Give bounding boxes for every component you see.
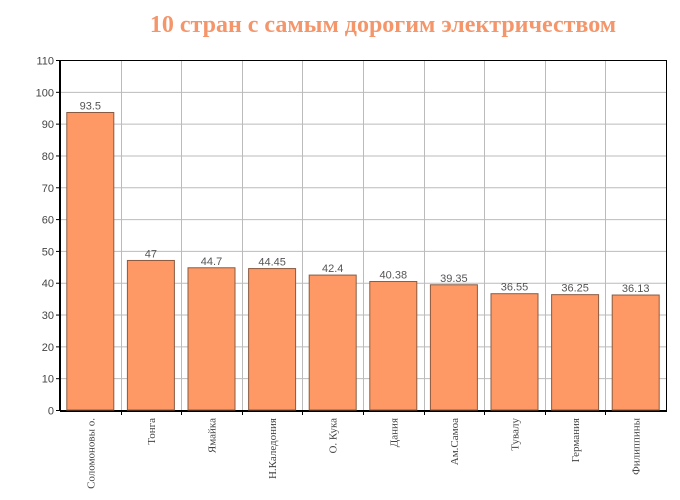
y-tick-label: 0: [48, 406, 54, 418]
data-label: 42.4: [322, 263, 343, 275]
category-label: Тувалу: [510, 418, 522, 451]
y-tick-label: 60: [42, 215, 54, 227]
data-label: 39.35: [440, 273, 468, 285]
bar: [248, 268, 297, 411]
bar: [551, 294, 600, 411]
category-label: Дания: [388, 418, 400, 447]
y-tick-label: 110: [36, 56, 54, 68]
category-label: Ямайка: [207, 418, 219, 453]
category-label: Германия: [570, 418, 582, 462]
y-tick-label: 70: [42, 183, 54, 195]
data-label: 36.13: [622, 283, 650, 295]
category-label: Ам.Самоа: [449, 418, 461, 465]
y-tick-label: 10: [42, 374, 54, 386]
data-label: 47: [145, 248, 157, 260]
bar: [126, 259, 175, 411]
data-label: 40.38: [380, 270, 408, 282]
category-label: О. Кука: [328, 418, 340, 454]
bar: [490, 293, 539, 411]
category-label: Филиппины: [631, 417, 643, 475]
category-label: Тонга: [146, 418, 158, 445]
bar: [66, 112, 115, 411]
data-label: 36.25: [561, 283, 589, 295]
category-label: Н.Каледония: [267, 418, 279, 479]
y-tick-label: 30: [42, 310, 54, 322]
data-label: 93.5: [80, 101, 101, 113]
bar: [187, 267, 236, 411]
bar: [429, 284, 478, 411]
bar: [308, 274, 357, 411]
y-tick-label: 40: [42, 278, 54, 290]
bar: [369, 281, 418, 411]
data-label: 36.55: [501, 282, 529, 294]
y-tick-label: 80: [42, 151, 54, 163]
category-label: Соломоновы о.: [85, 418, 97, 489]
y-tick-label: 100: [36, 87, 54, 99]
data-label: 44.7: [201, 256, 222, 268]
bar: [611, 294, 660, 411]
data-label: 44.45: [258, 257, 286, 269]
y-tick-label: 20: [42, 342, 54, 354]
chart-title: 10 стран с самым дорогим электричеством: [149, 12, 617, 38]
y-tick-label: 90: [42, 119, 54, 131]
y-tick-label: 50: [42, 246, 54, 258]
